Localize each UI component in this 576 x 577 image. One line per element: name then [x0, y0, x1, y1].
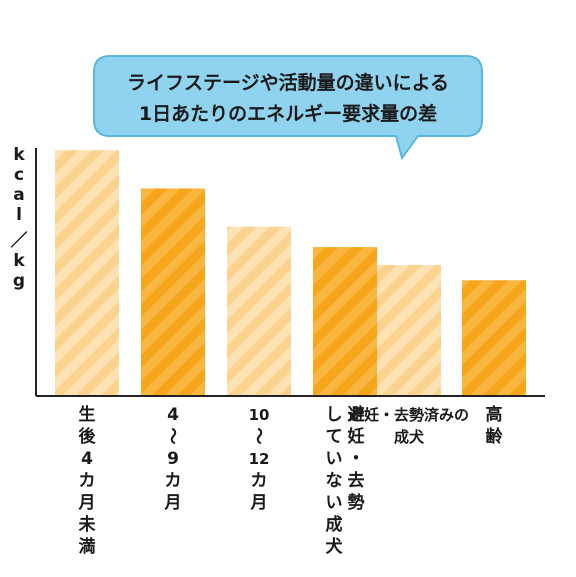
category-label-glyph: 犬	[326, 536, 344, 557]
category-label-glyph: 齢	[486, 426, 504, 447]
category-label-glyph: 12	[249, 450, 270, 468]
category-label-glyph: 避	[348, 404, 365, 425]
category-label-glyph: 未	[78, 514, 96, 535]
category-label-glyph: い	[326, 449, 343, 469]
category-label-glyph: い	[326, 493, 343, 513]
category-label-glyph: 10	[249, 406, 270, 424]
title-bubble: ライフステージや活動量の違いによる 1日あたりのエネルギー要求量の差	[93, 55, 483, 161]
category-label-glyph: 避妊・去勢済みの	[349, 406, 469, 424]
bar	[462, 280, 526, 395]
category-label-glyph: 〜	[162, 428, 182, 445]
y-axis-label-char: ／	[11, 230, 28, 251]
bar	[141, 188, 205, 395]
category-labels: 生後4カ月未満4〜9カ月10〜12カ月避妊・去勢していない成犬避妊・去勢済みの成…	[78, 404, 504, 557]
category-label-glyph: 成	[326, 514, 343, 535]
bars	[55, 150, 526, 395]
category-label-glyph: し	[326, 405, 343, 425]
chart-title-line-1: ライフステージや活動量の違いによる	[127, 71, 449, 94]
y-axis-label-char: c	[14, 165, 24, 185]
category-label-glyph: 去	[348, 470, 365, 491]
bar	[227, 226, 291, 395]
category-label-glyph: 4	[81, 449, 93, 469]
category-label-glyph: て	[326, 427, 343, 447]
category-label-glyph: 妊	[348, 426, 365, 447]
chart-title-line-2: 1日あたりのエネルギー要求量の差	[139, 102, 437, 125]
category-label-glyph: 生	[79, 404, 96, 425]
bar	[377, 264, 441, 395]
y-axis-label-char: k	[13, 251, 25, 271]
category-label-glyph: 後	[79, 426, 97, 447]
y-axis-label-char: g	[13, 271, 25, 291]
category-label-glyph: 9	[167, 449, 179, 469]
category-label-glyph: な	[326, 471, 343, 491]
category-label-glyph: 成犬	[394, 428, 425, 446]
category-label-glyph: 4	[167, 405, 179, 425]
y-axis-label-char: l	[16, 205, 22, 225]
category-label-glyph: 高	[486, 404, 503, 425]
category-label-glyph: ・	[348, 449, 365, 469]
category-label-glyph: カ	[251, 471, 268, 491]
category-label-glyph: 満	[79, 536, 96, 557]
y-axis-label-char: a	[13, 185, 24, 205]
bar	[55, 150, 119, 395]
bubble-shape	[93, 55, 483, 161]
category-label-glyph: 勢	[348, 492, 365, 513]
category-label-glyph: 月	[78, 493, 96, 513]
category-label-glyph: カ	[79, 471, 96, 491]
category-label-glyph: カ	[165, 471, 182, 491]
y-axis-label-char: k	[13, 145, 25, 165]
category-label-glyph: 月	[164, 493, 182, 513]
bar	[313, 247, 377, 395]
category-label-glyph: 月	[250, 493, 268, 513]
category-label-glyph: 〜	[248, 428, 268, 445]
